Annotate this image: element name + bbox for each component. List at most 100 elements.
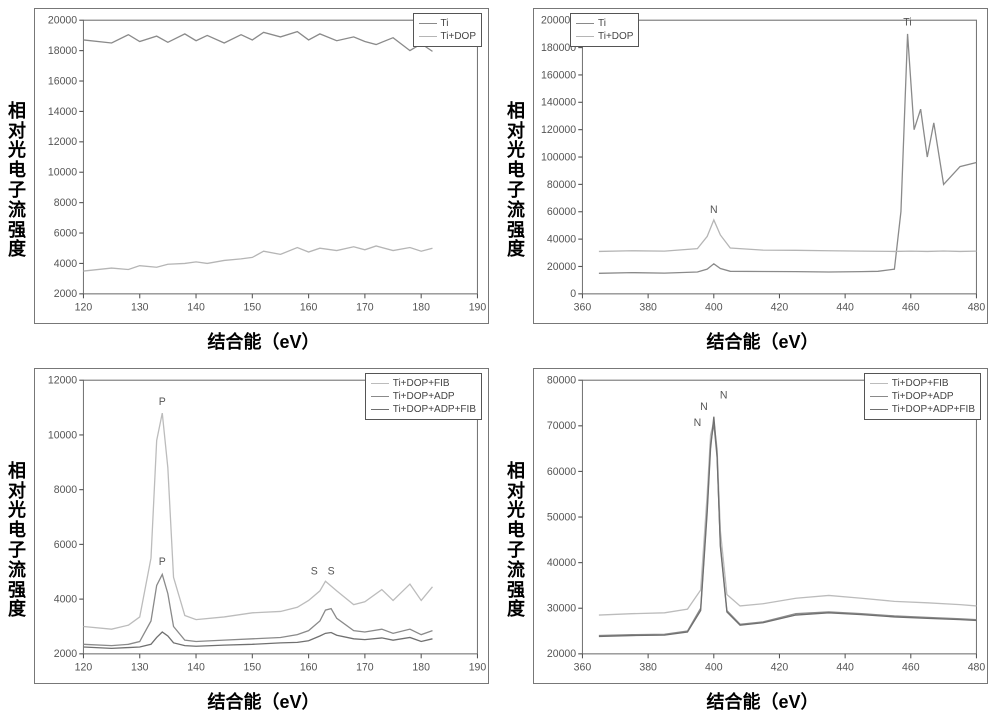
svg-text:100000: 100000 [541,151,576,163]
svg-text:50000: 50000 [547,511,576,523]
svg-text:30000: 30000 [547,602,576,614]
x-axis-label: 结合能（eV） [30,686,497,718]
legend-top-left: Ti Ti+DOP [413,13,482,47]
svg-text:480: 480 [968,301,986,313]
legend-swatch-icon [576,23,594,24]
svg-text:6000: 6000 [54,538,77,550]
svg-text:70000: 70000 [547,420,576,432]
svg-text:0: 0 [570,288,576,300]
panel-bottom-right: 相对光电子流强度 3603804004204404604802000030000… [503,364,996,718]
svg-text:N: N [720,389,728,401]
svg-text:160: 160 [300,661,318,673]
panel-top-right: 相对光电子流强度 360 380 400 420 440 460 480 0 20000 4000… [503,4,996,358]
legend-label: Ti+DOP+ADP+FIB [892,403,975,416]
svg-text:420: 420 [771,661,789,673]
svg-text:400: 400 [705,301,723,313]
legend-label: Ti+DOP+ADP+FIB [393,403,476,416]
svg-text:60000: 60000 [547,206,576,218]
panel-bottom-left: 相对光电子流强度 1201301401501601701801902000400… [4,364,497,718]
svg-text:40000: 40000 [547,233,576,245]
svg-text:18000: 18000 [48,45,77,57]
svg-text:14000: 14000 [48,106,77,118]
svg-text:140: 140 [187,661,205,673]
svg-text:10000: 10000 [48,166,77,178]
svg-text:150: 150 [244,301,262,313]
svg-text:20000: 20000 [48,14,77,26]
svg-text:12000: 12000 [48,136,77,148]
plot-area-bottom-right: 3603804004204404604802000030000400005000… [533,368,988,684]
legend-item: Ti+DOP+ADP+FIB [870,403,975,416]
legend-item: Ti+DOP+ADP [870,390,975,403]
svg-text:4000: 4000 [54,258,77,270]
legend-label: Ti+DOP [598,30,633,43]
svg-text:20000: 20000 [547,261,576,273]
svg-text:360: 360 [574,301,592,313]
svg-text:120000: 120000 [541,124,576,136]
x-axis-label: 结合能（eV） [529,326,996,358]
legend-swatch-icon [870,409,888,410]
svg-text:140: 140 [187,301,205,313]
svg-text:80000: 80000 [547,374,576,386]
svg-text:4000: 4000 [54,593,77,605]
svg-text:140000: 140000 [541,96,576,108]
x-axis-label: 结合能（eV） [529,686,996,718]
svg-text:460: 460 [902,301,920,313]
legend-label: Ti [441,17,449,30]
svg-text:380: 380 [639,301,657,313]
svg-text:20000: 20000 [547,648,576,660]
svg-text:S: S [311,565,318,577]
svg-text:120: 120 [75,301,93,313]
legend-bottom-right: Ti+DOP+FIB Ti+DOP+ADP Ti+DOP+ADP+FIB [864,373,981,420]
svg-text:190: 190 [469,661,487,673]
y-axis-label: 相对光电子流强度 [4,364,30,718]
svg-text:120: 120 [75,661,93,673]
svg-text:2000: 2000 [54,288,77,300]
svg-text:8000: 8000 [54,484,77,496]
legend-label: Ti+DOP+FIB [393,377,450,390]
legend-swatch-icon [419,36,437,37]
legend-item: Ti+DOP+FIB [371,377,476,390]
svg-text:160: 160 [300,301,318,313]
svg-text:150: 150 [244,661,262,673]
legend-item: Ti+DOP [419,30,476,43]
legend-item: Ti+DOP [576,30,633,43]
svg-text:6000: 6000 [54,227,77,239]
legend-item: Ti+DOP+FIB [870,377,975,390]
legend-swatch-icon [870,396,888,397]
legend-item: Ti [576,17,633,30]
svg-text:Ti: Ti [903,16,911,28]
legend-label: Ti+DOP+FIB [892,377,949,390]
svg-text:80000: 80000 [547,178,576,190]
svg-text:60000: 60000 [547,466,576,478]
svg-text:380: 380 [639,661,657,673]
legend-swatch-icon [419,23,437,24]
legend-bottom-left: Ti+DOP+FIB Ti+DOP+ADP Ti+DOP+ADP+FIB [365,373,482,420]
svg-text:160000: 160000 [541,69,576,81]
legend-item: Ti [419,17,476,30]
svg-text:8000: 8000 [54,197,77,209]
svg-text:P: P [159,556,166,568]
svg-text:170: 170 [356,301,374,313]
svg-text:2000: 2000 [54,648,77,660]
svg-text:360: 360 [574,661,592,673]
legend-swatch-icon [371,396,389,397]
panel-top-left: 相对光电子流强度 1201301401501601701801902000400… [4,4,497,358]
svg-text:40000: 40000 [547,557,576,569]
svg-text:N: N [710,204,718,216]
legend-label: Ti+DOP [441,30,476,43]
svg-text:440: 440 [836,301,854,313]
svg-text:130: 130 [131,661,149,673]
svg-text:420: 420 [771,301,789,313]
svg-text:N: N [700,401,708,413]
legend-swatch-icon [870,383,888,384]
legend-swatch-icon [371,383,389,384]
svg-text:480: 480 [968,661,986,673]
y-axis-label: 相对光电子流强度 [503,4,529,358]
svg-text:440: 440 [836,661,854,673]
svg-text:180: 180 [412,301,430,313]
svg-text:190: 190 [469,301,487,313]
plot-area-bottom-left: 1201301401501601701801902000400060008000… [34,368,489,684]
svg-text:12000: 12000 [48,374,77,386]
x-axis-label: 结合能（eV） [30,326,497,358]
legend-label: Ti+DOP+ADP [892,390,954,403]
